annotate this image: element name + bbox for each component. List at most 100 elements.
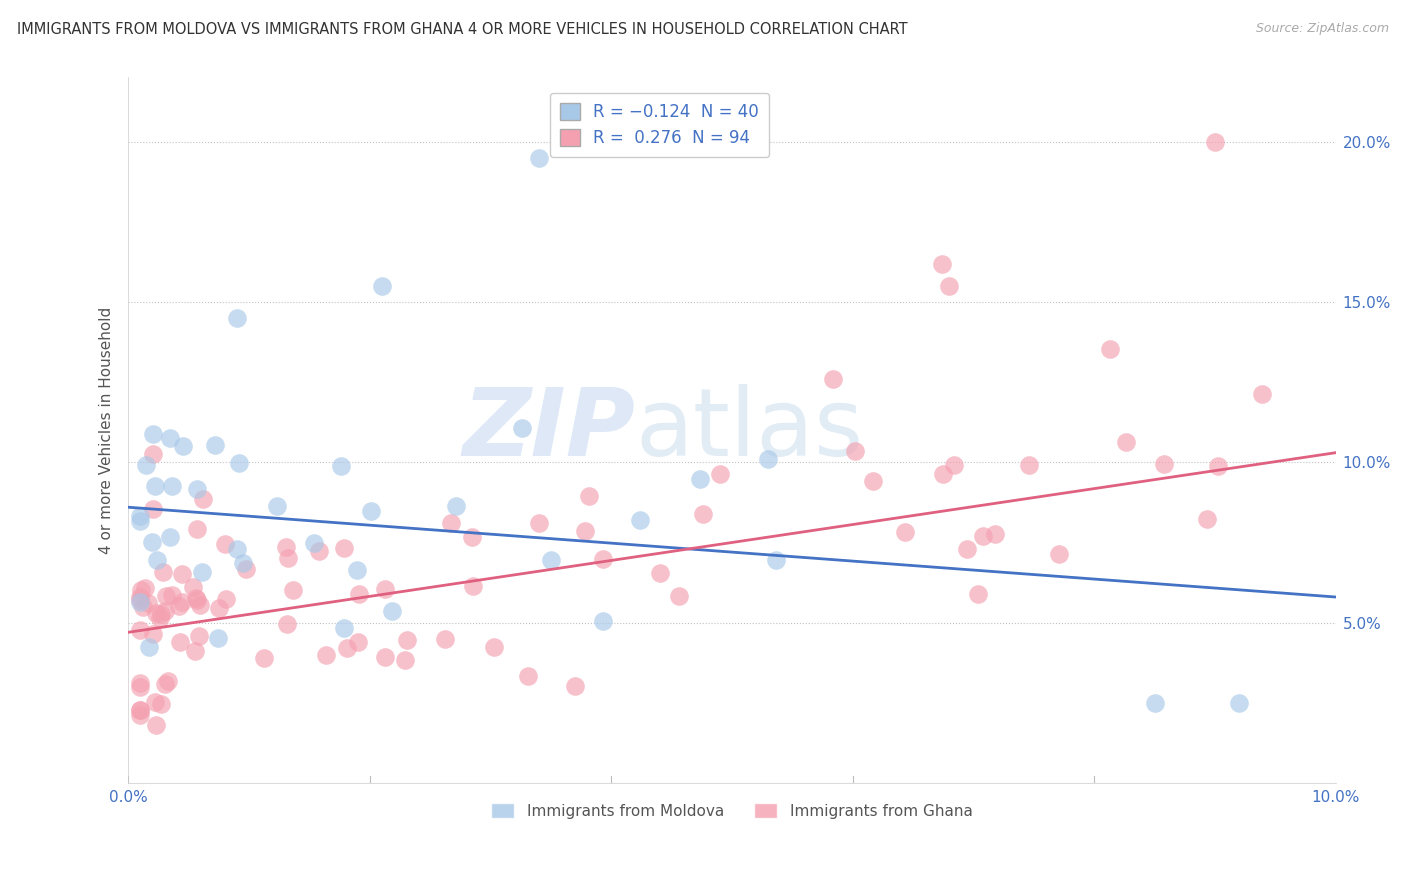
Point bbox=[157, 674, 180, 689]
Point bbox=[394, 653, 416, 667]
Point bbox=[894, 524, 917, 539]
Text: ZIP: ZIP bbox=[463, 384, 636, 476]
Point bbox=[129, 583, 152, 598]
Point bbox=[527, 151, 550, 165]
Point bbox=[129, 590, 152, 604]
Point bbox=[329, 458, 352, 473]
Point bbox=[136, 596, 159, 610]
Point bbox=[516, 669, 538, 683]
Point bbox=[160, 589, 183, 603]
Point bbox=[765, 553, 787, 567]
Point bbox=[186, 522, 208, 536]
Legend: Immigrants from Moldova, Immigrants from Ghana: Immigrants from Moldova, Immigrants from… bbox=[485, 797, 979, 825]
Point bbox=[943, 458, 966, 473]
Point bbox=[159, 531, 181, 545]
Point bbox=[145, 607, 167, 621]
Point bbox=[540, 553, 562, 567]
Point bbox=[129, 703, 152, 717]
Text: atlas: atlas bbox=[636, 384, 863, 476]
Point bbox=[169, 599, 191, 613]
Point bbox=[1049, 547, 1071, 561]
Point bbox=[191, 565, 214, 579]
Point bbox=[668, 590, 690, 604]
Point bbox=[692, 507, 714, 521]
Point bbox=[141, 534, 163, 549]
Point bbox=[214, 536, 236, 550]
Point bbox=[225, 542, 247, 557]
Point bbox=[253, 651, 276, 665]
Point bbox=[129, 703, 152, 717]
Point bbox=[592, 614, 614, 628]
Point bbox=[1251, 387, 1274, 401]
Point bbox=[186, 592, 208, 607]
Point bbox=[146, 553, 169, 567]
Point bbox=[149, 607, 172, 621]
Point bbox=[183, 644, 205, 658]
Point bbox=[574, 524, 596, 539]
Point bbox=[1204, 135, 1226, 149]
Point bbox=[1153, 458, 1175, 472]
Point bbox=[132, 600, 155, 615]
Point bbox=[336, 641, 359, 656]
Point bbox=[823, 372, 845, 386]
Point bbox=[510, 421, 533, 435]
Point bbox=[159, 431, 181, 445]
Point bbox=[1018, 458, 1040, 473]
Point bbox=[1197, 511, 1219, 525]
Point bbox=[129, 595, 152, 609]
Point bbox=[129, 514, 152, 528]
Point bbox=[160, 479, 183, 493]
Point bbox=[228, 456, 250, 470]
Point bbox=[564, 679, 586, 693]
Point bbox=[129, 623, 152, 637]
Point bbox=[347, 634, 370, 648]
Point bbox=[226, 310, 249, 325]
Point bbox=[188, 598, 211, 612]
Point bbox=[134, 581, 156, 595]
Text: Source: ZipAtlas.com: Source: ZipAtlas.com bbox=[1256, 22, 1389, 36]
Point bbox=[274, 540, 297, 554]
Point bbox=[266, 499, 288, 513]
Point bbox=[308, 544, 330, 558]
Point bbox=[1206, 459, 1229, 474]
Point bbox=[844, 444, 866, 458]
Point bbox=[231, 557, 253, 571]
Point bbox=[187, 629, 209, 643]
Point bbox=[967, 587, 990, 601]
Point bbox=[332, 541, 354, 555]
Point bbox=[129, 708, 152, 723]
Point bbox=[204, 438, 226, 452]
Point bbox=[446, 499, 468, 513]
Point bbox=[153, 604, 176, 618]
Point bbox=[395, 633, 418, 648]
Y-axis label: 4 or more Vehicles in Household: 4 or more Vehicles in Household bbox=[100, 307, 114, 554]
Point bbox=[172, 439, 194, 453]
Point bbox=[333, 621, 356, 635]
Point bbox=[381, 604, 404, 618]
Point bbox=[1227, 696, 1250, 710]
Point bbox=[135, 458, 157, 473]
Point bbox=[145, 718, 167, 732]
Point bbox=[374, 649, 396, 664]
Point bbox=[578, 489, 600, 503]
Point bbox=[155, 589, 177, 603]
Point bbox=[650, 566, 672, 581]
Point bbox=[938, 279, 960, 293]
Point bbox=[346, 563, 368, 577]
Point bbox=[143, 695, 166, 709]
Point bbox=[141, 447, 163, 461]
Point bbox=[129, 509, 152, 524]
Point bbox=[972, 529, 994, 543]
Point bbox=[984, 526, 1007, 541]
Point bbox=[186, 483, 208, 497]
Point bbox=[172, 567, 194, 582]
Point bbox=[374, 582, 396, 596]
Point bbox=[1115, 435, 1137, 450]
Point bbox=[434, 632, 457, 647]
Point bbox=[150, 697, 173, 711]
Point bbox=[142, 626, 165, 640]
Point bbox=[169, 634, 191, 648]
Point bbox=[862, 474, 884, 488]
Point bbox=[235, 562, 257, 576]
Point bbox=[129, 680, 152, 694]
